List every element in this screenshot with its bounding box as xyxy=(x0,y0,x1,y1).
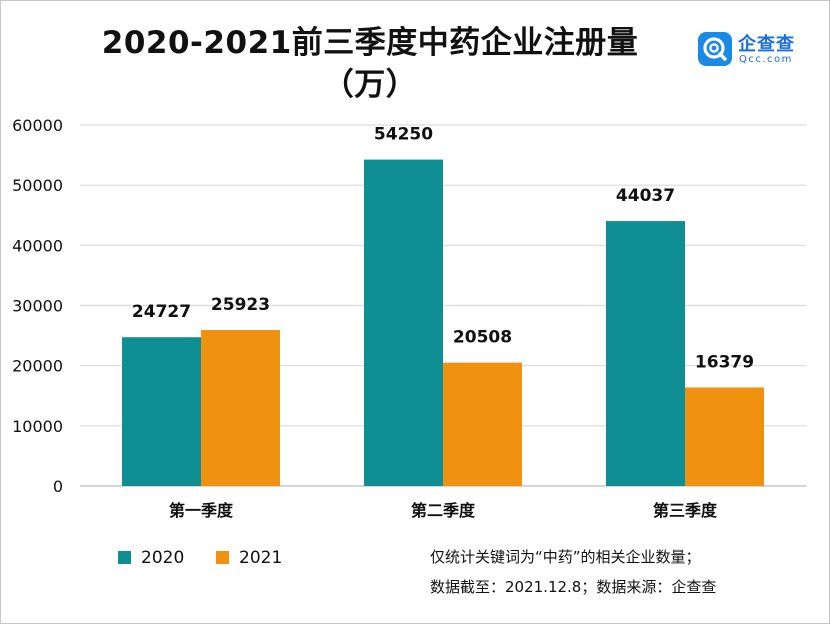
x-tick-label: 第二季度 xyxy=(411,501,476,520)
y-tick-label: 60000 xyxy=(12,116,63,135)
qcc-logo-icon xyxy=(698,32,732,66)
legend-item-2021: 2021 xyxy=(216,548,282,568)
y-tick-label: 0 xyxy=(53,477,63,496)
data-label: 24727 xyxy=(132,302,191,322)
bar-2021 xyxy=(443,362,522,486)
x-tick-label: 第一季度 xyxy=(169,501,234,520)
y-tick-label: 50000 xyxy=(12,176,63,195)
data-label: 54250 xyxy=(374,125,433,145)
legend-item-2020: 2020 xyxy=(118,548,184,568)
data-label: 20508 xyxy=(453,328,512,348)
footnote-scope: 仅统计关键词为“中药”的相关企业数量； xyxy=(430,548,701,566)
data-label: 44037 xyxy=(616,186,675,206)
y-tick-label: 40000 xyxy=(12,236,63,255)
chart-title-line1: 2020-2021前三季度中药企业注册量 xyxy=(101,25,639,61)
data-label: 25923 xyxy=(211,295,270,315)
logo-url: Qcc.com xyxy=(739,54,793,65)
bar-2021 xyxy=(685,387,764,486)
x-tick-label: 第三季度 xyxy=(653,501,718,520)
y-tick-label: 20000 xyxy=(12,357,63,376)
bar-2020 xyxy=(606,221,685,486)
footnote-source: 数据截至：2021.12.8；数据来源：企查查 xyxy=(430,578,717,596)
legend-swatch-2021 xyxy=(216,551,229,564)
chart-title-line2: （万） xyxy=(322,67,418,103)
bar-2021 xyxy=(201,330,280,486)
legend-label-2020: 2020 xyxy=(141,548,185,568)
brand-logo: 企查查 Qcc.com xyxy=(698,30,810,70)
legend-swatch-2020 xyxy=(118,551,131,564)
legend-label-2021: 2021 xyxy=(239,548,283,568)
logo-name: 企查查 xyxy=(738,34,795,55)
y-tick-label: 10000 xyxy=(12,417,63,436)
bar-2020 xyxy=(122,337,201,486)
bar-2020 xyxy=(364,159,443,487)
y-tick-label: 30000 xyxy=(12,297,63,316)
chart-title: 2020-2021前三季度中药企业注册量 （万） xyxy=(70,22,670,106)
data-label: 16379 xyxy=(695,352,754,372)
